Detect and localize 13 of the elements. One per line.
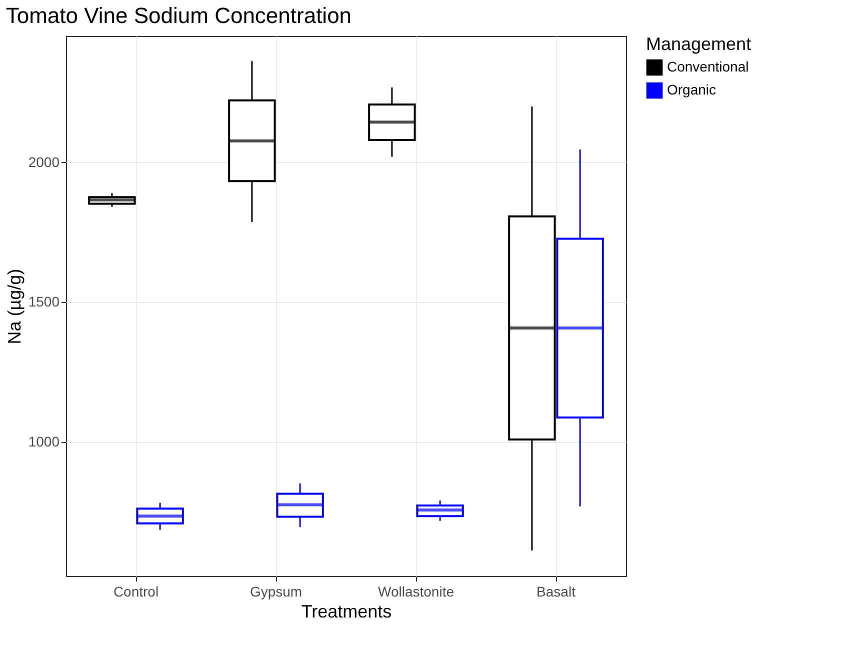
x-tick-label: Gypsum	[250, 584, 302, 600]
x-tick-label: Basalt	[536, 584, 576, 600]
legend-label: Conventional	[667, 58, 749, 74]
y-tick-label: 1000	[28, 434, 60, 450]
x-tick-label: Wollastonite	[378, 584, 454, 600]
x-axis-title: Treatments	[301, 602, 392, 622]
y-tick-label: 2000	[28, 154, 60, 170]
y-tick-label: 1500	[28, 294, 60, 310]
legend-label: Organic	[667, 82, 716, 98]
chart-title: Tomato Vine Sodium Concentration	[6, 3, 352, 28]
legend-title: Management	[646, 34, 752, 54]
y-axis-title: Na (µg/g)	[4, 268, 24, 344]
x-tick-label: Control	[113, 584, 159, 600]
